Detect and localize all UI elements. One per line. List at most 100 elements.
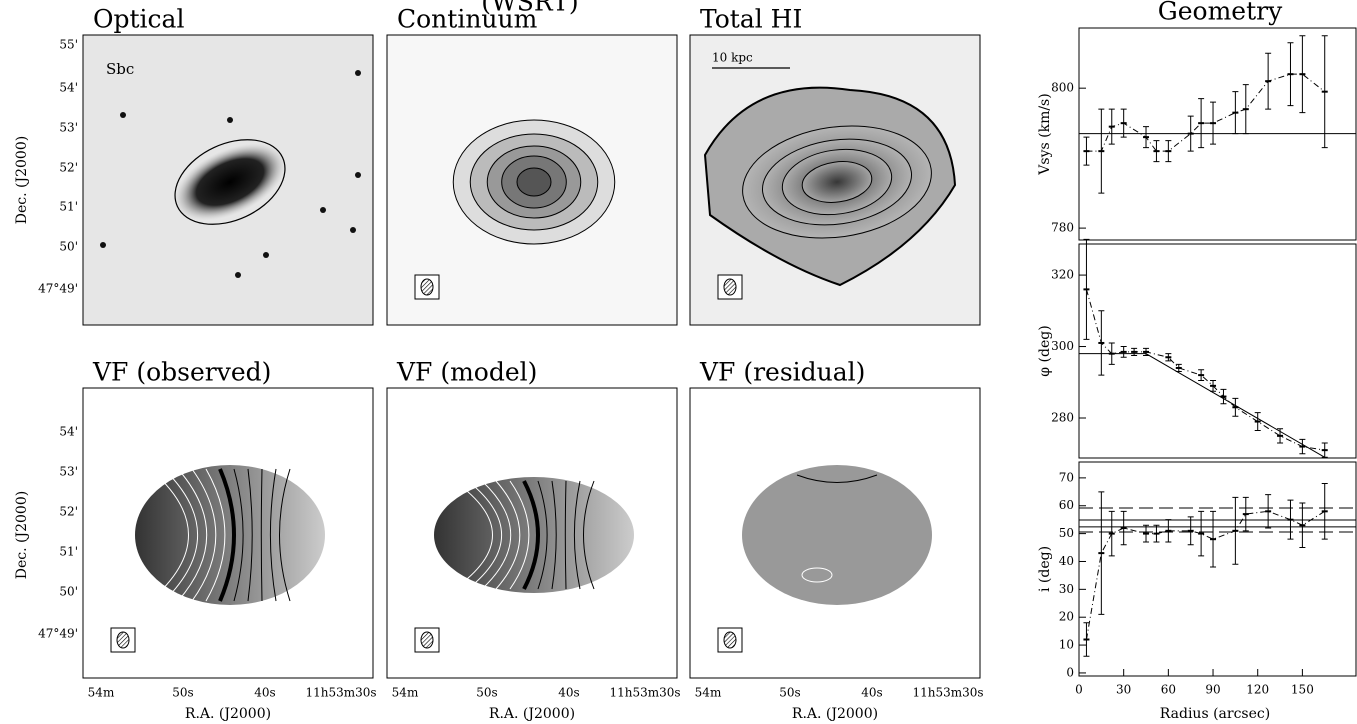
header: (WSRT): [481, 0, 578, 17]
isovelocity: [583, 480, 595, 590]
dec-tick-label: 55': [59, 38, 78, 52]
isovelocity: [233, 468, 244, 602]
y-axis-label: i (deg): [1037, 546, 1053, 592]
ra-axis-label: R.A. (J2000): [185, 706, 271, 722]
y-tick-label: 280: [1051, 410, 1074, 424]
connecting-line: [1085, 289, 1325, 451]
star: [355, 172, 361, 178]
contour: [516, 167, 552, 197]
dec-tick-label: 53': [59, 465, 78, 479]
dec-tick-label: 51': [59, 200, 78, 214]
dec-axis-label: Dec. (J2000): [14, 136, 30, 224]
isovelocity: [205, 468, 226, 602]
panel-frame: [689, 34, 981, 326]
isovelocity: [551, 480, 557, 590]
x-tick-label: 120: [1246, 683, 1269, 697]
isovelocity: [467, 480, 502, 590]
ra-tick-label: 11h53m30s: [305, 686, 376, 700]
y-tick-label: 60: [1059, 498, 1074, 512]
y-tick-label: 40: [1059, 554, 1074, 568]
scale-bar-label: 10 kpc: [712, 51, 753, 65]
ra-tick-label: 11h53m30s: [912, 686, 983, 700]
y-tick-label: 320: [1051, 268, 1074, 282]
star: [350, 227, 356, 233]
ra-tick-label: 50s: [172, 686, 193, 700]
dec-axis-label: Dec. (J2000): [14, 491, 30, 579]
panel-frame: [689, 387, 981, 679]
dec-tick-label: 52': [59, 161, 78, 175]
ra-axis-label: R.A. (J2000): [489, 706, 575, 722]
x-tick-label: 30: [1116, 683, 1131, 697]
isovelocity: [279, 468, 291, 602]
beam: [723, 631, 737, 649]
panel-title: Optical: [93, 5, 184, 34]
y-tick-label: 300: [1051, 339, 1074, 353]
isovelocity: [481, 480, 512, 590]
star: [235, 272, 241, 278]
dec-tick-label: 54': [59, 81, 78, 95]
dec-tick-label: 52': [59, 505, 78, 519]
star: [227, 117, 233, 123]
panel-title: VF (residual): [699, 358, 865, 387]
ra-tick-label: 54m: [88, 686, 115, 700]
y-tick-label: 50: [1059, 526, 1074, 540]
isovelocity: [453, 480, 493, 590]
panel-title: Total HI: [700, 5, 802, 34]
y-axis-label: φ (deg): [1037, 325, 1053, 376]
y-tick-label: 70: [1059, 470, 1074, 484]
ra-tick-label: 50s: [779, 686, 800, 700]
star: [120, 112, 126, 118]
dec-tick-label: 54': [59, 425, 78, 439]
x-tick-label: 90: [1205, 683, 1220, 697]
isovelocity: [218, 468, 236, 602]
contour: [801, 161, 873, 203]
panel-frame: [386, 34, 678, 326]
isovelocity: [564, 480, 567, 590]
ra-tick-label: 40s: [254, 686, 275, 700]
beam: [420, 278, 434, 296]
isovelocity: [269, 468, 277, 602]
x-axis-label: Radius (arcsec): [1160, 706, 1270, 722]
isovelocity: [163, 468, 199, 602]
isovelocity: [495, 480, 521, 590]
dec-tick-label: 53': [59, 121, 78, 135]
y-tick-label: 30: [1059, 582, 1074, 596]
connecting-line: [1086, 73, 1326, 152]
residual-contour: [801, 567, 833, 583]
y-tick-label: 0: [1066, 665, 1074, 679]
panel-title: VF (observed): [92, 358, 271, 387]
velocity-field: [742, 465, 932, 605]
y-tick-label: 10: [1059, 638, 1074, 652]
ra-tick-label: 50s: [476, 686, 497, 700]
isovelocity: [522, 480, 540, 590]
plot-frame: [1078, 461, 1357, 677]
y-tick-label: 780: [1051, 221, 1074, 235]
star: [355, 70, 361, 76]
dec-tick-label: 50': [59, 240, 78, 254]
ra-tick-label: 40s: [861, 686, 882, 700]
isovelocity: [149, 468, 189, 602]
residual-contour: [796, 474, 878, 483]
star: [263, 252, 269, 258]
velocity-field: [434, 477, 634, 593]
aperture: [174, 139, 286, 225]
star: [320, 207, 326, 213]
morphology-label: Sbc: [106, 60, 134, 78]
dec-tick-label: 47°49': [38, 282, 78, 296]
dec-tick-label: 47°49': [38, 627, 78, 641]
ra-tick-label: 40s: [558, 686, 579, 700]
panel-frame: [82, 387, 374, 679]
chart-title: Geometry: [1158, 0, 1283, 26]
ra-tick-label: 11h53m30s: [609, 686, 680, 700]
ra-tick-label: 54m: [392, 686, 419, 700]
galaxy: [173, 143, 287, 221]
panel-title: VF (model): [396, 358, 537, 387]
ra-tick-label: 54m: [695, 686, 722, 700]
x-tick-label: 0: [1075, 683, 1083, 697]
ra-axis-label: R.A. (J2000): [792, 706, 878, 722]
isovelocity: [537, 480, 548, 590]
model-line: [1079, 353, 1325, 458]
isovelocity: [177, 468, 208, 602]
y-tick-label: 20: [1059, 610, 1074, 624]
